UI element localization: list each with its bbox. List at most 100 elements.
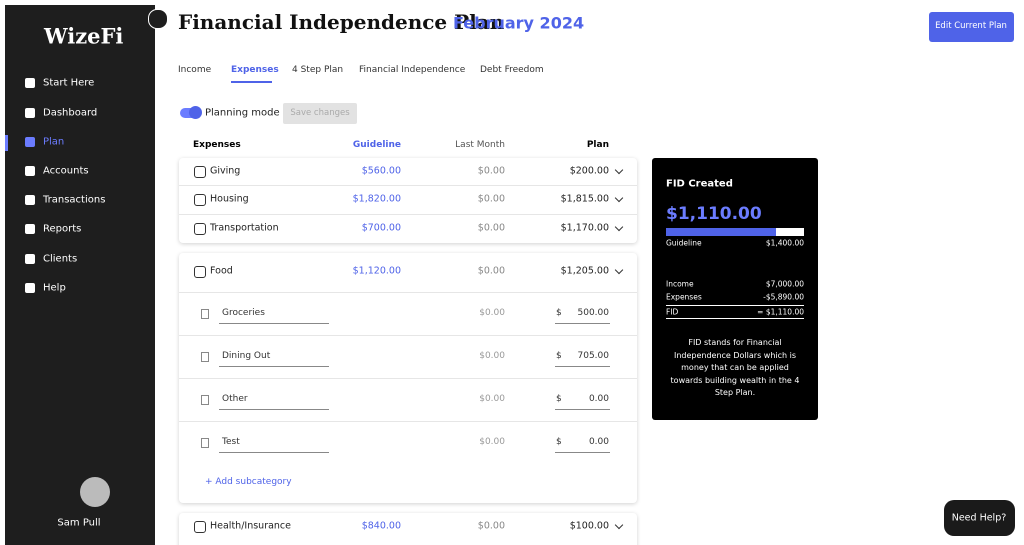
tab[interactable]: Debt Freedom	[480, 65, 544, 75]
user-name: Sam Pull	[57, 517, 101, 529]
last-month: $0.00	[477, 165, 505, 177]
category-name: Housing	[210, 193, 249, 205]
delete-icon[interactable]	[201, 352, 209, 362]
category-icon	[194, 166, 206, 178]
plan-input[interactable]: 500.00	[577, 308, 610, 318]
logo: WizeFi	[44, 23, 124, 49]
separator	[179, 214, 637, 215]
nav-item[interactable]: Accounts	[43, 165, 89, 177]
fid-label: Income	[666, 279, 694, 289]
month-selector[interactable]: February 2024	[453, 13, 585, 33]
input-underline	[555, 366, 610, 367]
help-button[interactable]	[944, 500, 1015, 536]
sidebar	[5, 5, 155, 545]
last-month: $0.00	[477, 265, 505, 277]
save-label[interactable]: Save changes	[290, 108, 350, 118]
divider	[666, 318, 804, 319]
fid-note: FID stands for Financial Independence Do…	[670, 337, 800, 397]
currency: $	[556, 394, 562, 404]
divider	[666, 305, 804, 306]
nav-item[interactable]: Transactions	[43, 194, 106, 206]
fid-label: Expenses	[666, 292, 702, 302]
nav-item[interactable]: Reports	[43, 223, 82, 235]
fid-card	[652, 158, 818, 420]
subcategory-name: Test	[222, 437, 240, 447]
plan-amount: $1,170.00	[560, 222, 609, 234]
nav-item[interactable]: Help	[43, 282, 66, 294]
nav-icon	[25, 137, 35, 147]
guideline: $1,820.00	[352, 193, 401, 205]
health-card	[179, 513, 637, 545]
separator	[179, 378, 637, 379]
fid-label: Guideline	[666, 238, 702, 248]
nav-icon	[25, 166, 35, 176]
currency: $	[556, 308, 562, 318]
last-month: $0.00	[477, 520, 505, 532]
plan-input[interactable]: 0.00	[588, 437, 609, 447]
plan-amount: $1,815.00	[560, 193, 609, 205]
column-header: Guideline	[352, 140, 401, 150]
separator	[179, 185, 637, 186]
last-month: $0.00	[479, 351, 505, 361]
category-name: Giving	[210, 165, 241, 177]
tab[interactable]: Income	[178, 65, 212, 75]
separator	[179, 292, 637, 293]
fid-label: FID	[666, 307, 679, 317]
currency: $	[556, 351, 562, 361]
category-name: Health/Insurance	[210, 520, 292, 532]
fid-value: $1,400.00	[765, 238, 804, 248]
tab[interactable]: Expenses	[231, 65, 279, 75]
category-icon	[194, 223, 206, 235]
guideline: $560.00	[361, 165, 401, 177]
category-icon	[194, 521, 206, 533]
category-icon	[194, 266, 206, 278]
guideline: $840.00	[361, 520, 401, 532]
input-underline	[219, 452, 329, 453]
input-underline	[219, 323, 329, 324]
last-month: $0.00	[479, 394, 505, 404]
tab-underline	[231, 81, 272, 83]
column-header: Expenses	[193, 140, 241, 150]
last-month: $0.00	[477, 222, 505, 234]
delete-icon[interactable]	[201, 309, 209, 319]
add-subcategory[interactable]: + Add subcategory	[205, 477, 292, 487]
input-underline	[219, 409, 329, 410]
separator	[179, 335, 637, 336]
fid-value: -$5,890.00	[763, 292, 804, 302]
guideline: $700.00	[361, 222, 401, 234]
nav-icon	[25, 283, 35, 293]
tab[interactable]: Financial Independence	[359, 65, 466, 75]
avatar[interactable]	[80, 477, 110, 507]
last-month: $0.00	[479, 437, 505, 447]
subcategory-name: Dining Out	[222, 351, 271, 361]
delete-icon[interactable]	[201, 438, 209, 448]
nav-item[interactable]: Plan	[43, 136, 65, 148]
nav-item[interactable]: Start Here	[43, 77, 95, 89]
collapse-button[interactable]	[148, 9, 168, 29]
plan-amount: $200.00	[569, 165, 609, 177]
plan-input[interactable]: 0.00	[588, 394, 609, 404]
plan-input[interactable]: 705.00	[577, 351, 610, 361]
edit-plan-button[interactable]	[929, 12, 1014, 42]
separator	[179, 421, 637, 422]
input-underline	[555, 323, 610, 324]
delete-icon[interactable]	[201, 395, 209, 405]
nav-icon	[25, 195, 35, 205]
nav-icon	[25, 108, 35, 118]
active-indicator	[5, 135, 8, 151]
column-header: Last Month	[455, 140, 505, 150]
fid-value: = $1,110.00	[757, 307, 804, 317]
subcategory-name: Groceries	[222, 308, 265, 318]
nav-item[interactable]: Clients	[43, 253, 78, 265]
input-underline	[555, 409, 610, 410]
category-icon	[194, 194, 206, 206]
save-button[interactable]	[283, 103, 357, 124]
column-header: Plan	[586, 140, 609, 150]
help-label[interactable]: Need Help?	[951, 512, 1007, 524]
last-month: $0.00	[479, 308, 505, 318]
guideline: $1,120.00	[352, 265, 401, 277]
nav-item[interactable]: Dashboard	[43, 107, 98, 119]
tab[interactable]: 4 Step Plan	[292, 65, 344, 75]
edit-plan-label[interactable]: Edit Current Plan	[935, 21, 1007, 31]
